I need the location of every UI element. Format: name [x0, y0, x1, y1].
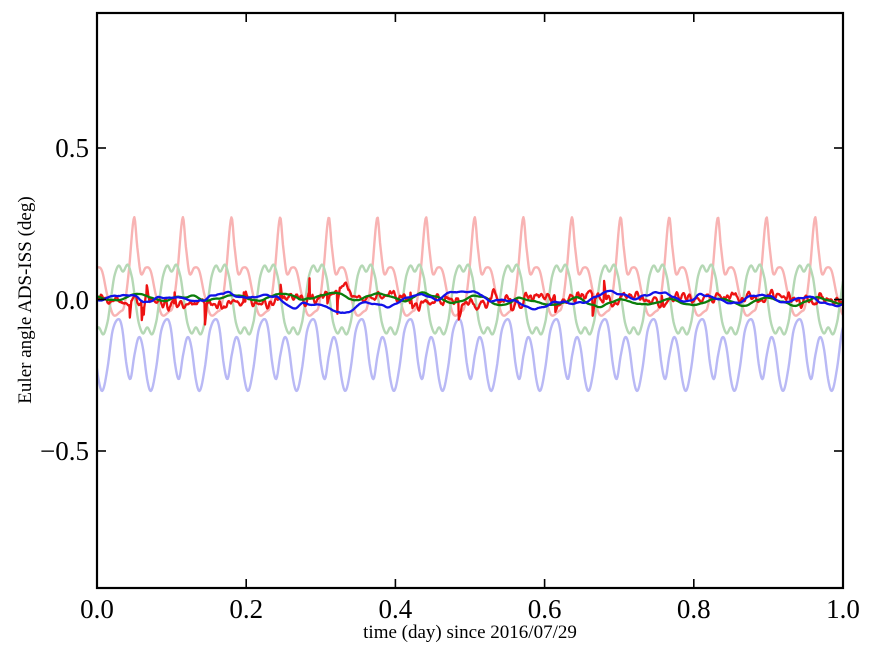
- x-tick-label: 0.0: [80, 594, 114, 624]
- x-tick-label: 0.6: [527, 594, 562, 624]
- x-tick-label: 1.0: [826, 594, 860, 624]
- series-pale-blue-model: [97, 317, 843, 393]
- x-tick-label: 0.4: [378, 594, 413, 624]
- x-axis-label: time (day) since 2016/07/29: [363, 622, 577, 643]
- series-red-residual: [97, 277, 843, 326]
- y-tick-label: 0.5: [55, 133, 89, 163]
- y-tick-label: 0.0: [55, 284, 89, 315]
- y-tick-label: −0.5: [40, 436, 89, 466]
- series-blue-residual: [97, 289, 843, 314]
- x-tick-label: 0.2: [229, 594, 264, 624]
- plot-frame: [95, 11, 845, 590]
- x-tick-label: 0.8: [676, 594, 711, 624]
